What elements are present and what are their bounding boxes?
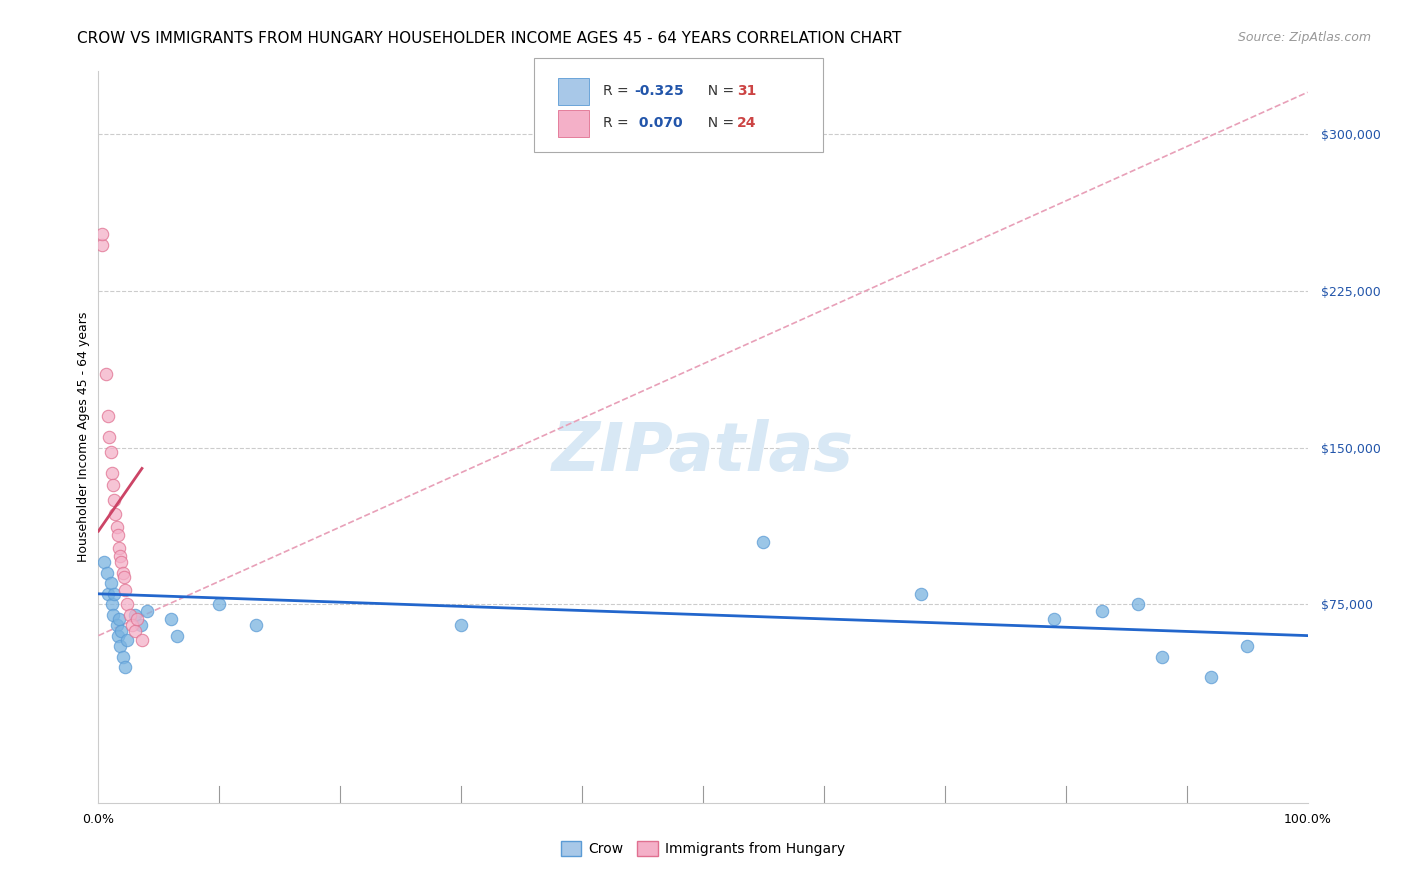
Point xyxy=(208,597,231,611)
Point xyxy=(108,639,131,653)
Point xyxy=(166,629,188,643)
Point xyxy=(127,612,149,626)
Point xyxy=(100,466,122,480)
Point xyxy=(752,534,775,549)
Point xyxy=(107,528,129,542)
Point xyxy=(100,576,122,591)
Point xyxy=(108,549,131,564)
Point xyxy=(1199,670,1222,684)
Point xyxy=(160,612,183,626)
Text: R =: R = xyxy=(603,84,633,98)
Point xyxy=(1042,612,1064,626)
Point xyxy=(91,227,114,242)
Point xyxy=(103,492,125,507)
Point xyxy=(114,660,136,674)
Text: -0.325: -0.325 xyxy=(634,84,683,98)
Point xyxy=(117,632,139,647)
Point xyxy=(108,541,131,555)
Point xyxy=(121,618,143,632)
Point xyxy=(910,587,932,601)
Text: N =: N = xyxy=(699,117,738,130)
Point xyxy=(114,582,136,597)
Text: R =: R = xyxy=(603,117,633,130)
Point xyxy=(97,409,120,424)
Point xyxy=(105,618,128,632)
Point xyxy=(110,556,132,570)
Text: ZIPatlas: ZIPatlas xyxy=(553,418,853,484)
Point xyxy=(104,508,127,522)
Point xyxy=(1152,649,1174,664)
Point xyxy=(131,632,153,647)
Point xyxy=(110,624,132,639)
Point xyxy=(111,649,134,664)
Point xyxy=(124,624,146,639)
Point xyxy=(112,570,135,584)
Text: N =: N = xyxy=(699,84,738,98)
Point xyxy=(1236,639,1258,653)
Text: 24: 24 xyxy=(737,117,756,130)
Point xyxy=(129,618,152,632)
Point xyxy=(100,597,122,611)
Point xyxy=(1128,597,1150,611)
Point xyxy=(108,612,131,626)
Point xyxy=(245,618,267,632)
Point xyxy=(103,587,125,601)
Point xyxy=(96,566,118,580)
Point xyxy=(91,237,114,252)
Point xyxy=(107,629,129,643)
Point xyxy=(94,368,117,382)
Text: CROW VS IMMIGRANTS FROM HUNGARY HOUSEHOLDER INCOME AGES 45 - 64 YEARS CORRELATIO: CROW VS IMMIGRANTS FROM HUNGARY HOUSEHOL… xyxy=(77,31,901,46)
Point xyxy=(98,430,121,444)
Text: 31: 31 xyxy=(737,84,756,98)
Y-axis label: Householder Income Ages 45 - 64 years: Householder Income Ages 45 - 64 years xyxy=(77,312,90,562)
Point xyxy=(101,478,124,492)
Point xyxy=(124,607,146,622)
Point xyxy=(101,607,124,622)
Point xyxy=(135,603,157,617)
Point xyxy=(100,444,122,458)
Legend: Crow, Immigrants from Hungary: Crow, Immigrants from Hungary xyxy=(555,836,851,862)
Point xyxy=(111,566,134,580)
Point xyxy=(117,597,139,611)
Point xyxy=(105,520,128,534)
Point xyxy=(97,587,120,601)
Point xyxy=(118,607,141,622)
Point xyxy=(93,556,115,570)
Text: Source: ZipAtlas.com: Source: ZipAtlas.com xyxy=(1237,31,1371,45)
Text: 0.070: 0.070 xyxy=(634,117,683,130)
Point xyxy=(1091,603,1114,617)
Point xyxy=(450,618,472,632)
